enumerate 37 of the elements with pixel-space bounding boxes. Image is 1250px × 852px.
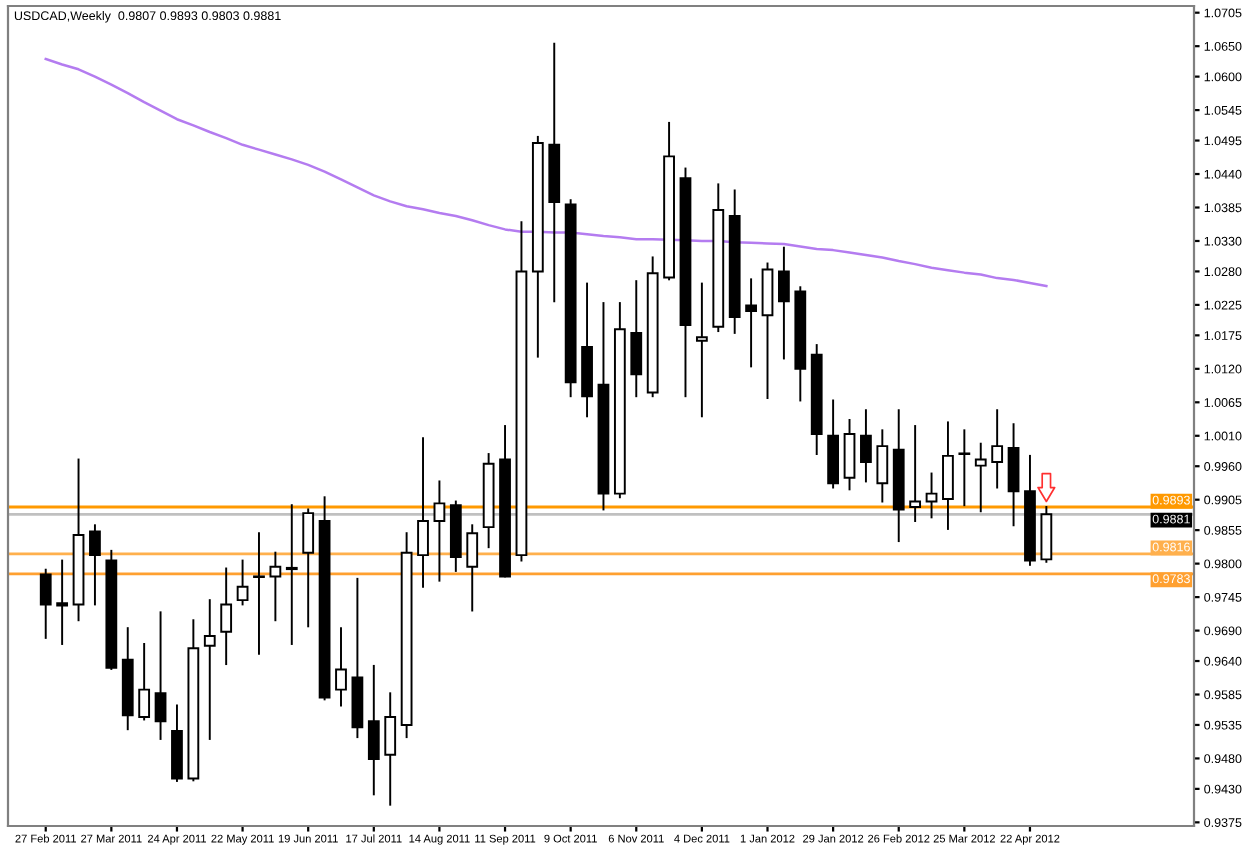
candlestick xyxy=(203,599,216,740)
candlestick xyxy=(220,567,233,666)
candlestick xyxy=(925,472,938,519)
candlestick xyxy=(236,559,249,606)
candlestick xyxy=(433,480,446,582)
candlestick xyxy=(154,611,167,740)
candlestick xyxy=(827,399,840,489)
candlestick xyxy=(269,551,282,622)
candlestick xyxy=(778,246,790,360)
candlestick xyxy=(466,524,479,612)
candlestick xyxy=(1040,506,1053,563)
candlestick xyxy=(695,282,708,418)
candlestick xyxy=(138,643,151,721)
candlestick xyxy=(876,429,889,503)
candlestick xyxy=(384,692,397,806)
candlestick xyxy=(253,532,265,655)
candlestick xyxy=(942,421,954,530)
candlestick xyxy=(909,425,922,522)
candlestick xyxy=(367,664,380,796)
candlestick xyxy=(335,627,347,707)
candlestick xyxy=(285,504,298,645)
candlestick xyxy=(991,409,1004,489)
candlestick xyxy=(417,437,429,588)
candlestick xyxy=(1007,423,1020,527)
line-series xyxy=(44,57,1048,288)
candlestick xyxy=(302,508,315,628)
candlestick xyxy=(171,704,183,782)
candlestick xyxy=(843,418,856,491)
candlestick xyxy=(56,559,69,645)
candlestick xyxy=(89,524,101,606)
candlestick xyxy=(974,442,987,513)
candlestick xyxy=(761,262,774,400)
candlestick xyxy=(958,429,971,507)
candlestick xyxy=(630,280,643,398)
candlestick xyxy=(39,568,52,639)
candlestick xyxy=(745,278,757,368)
candlestick xyxy=(860,409,872,483)
